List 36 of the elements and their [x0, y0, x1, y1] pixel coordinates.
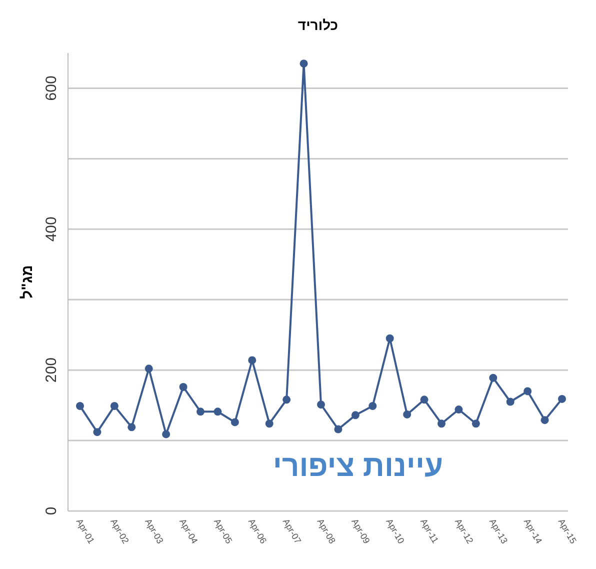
point	[282, 396, 291, 404]
chart-title: כלוריד	[298, 17, 338, 33]
point	[472, 420, 480, 428]
point	[230, 418, 239, 426]
y-tick-label: 600	[43, 76, 60, 101]
point	[351, 411, 360, 420]
point	[265, 420, 274, 428]
y-tick-label: 0	[43, 506, 60, 516]
point	[128, 423, 136, 432]
point	[540, 416, 549, 424]
point	[214, 408, 222, 416]
annotation: עיינות ציפורי	[272, 450, 444, 483]
point	[506, 398, 514, 406]
y-axis-title: מג"ל	[19, 265, 36, 299]
point	[420, 396, 428, 404]
point	[162, 430, 170, 438]
point	[454, 406, 463, 414]
point	[438, 420, 446, 428]
point	[76, 402, 84, 410]
point	[334, 425, 342, 434]
point	[179, 382, 188, 391]
point	[386, 334, 394, 342]
point	[144, 364, 153, 373]
point	[524, 387, 532, 396]
point	[317, 400, 325, 409]
point	[93, 428, 102, 436]
point	[300, 60, 308, 68]
point	[368, 402, 377, 410]
point	[403, 410, 412, 418]
point	[196, 408, 204, 416]
point	[110, 402, 118, 410]
point	[248, 356, 256, 364]
point	[558, 394, 566, 403]
point	[489, 374, 498, 382]
y-tick-label: 200	[43, 358, 60, 383]
y-tick-label: 400	[43, 216, 60, 242]
